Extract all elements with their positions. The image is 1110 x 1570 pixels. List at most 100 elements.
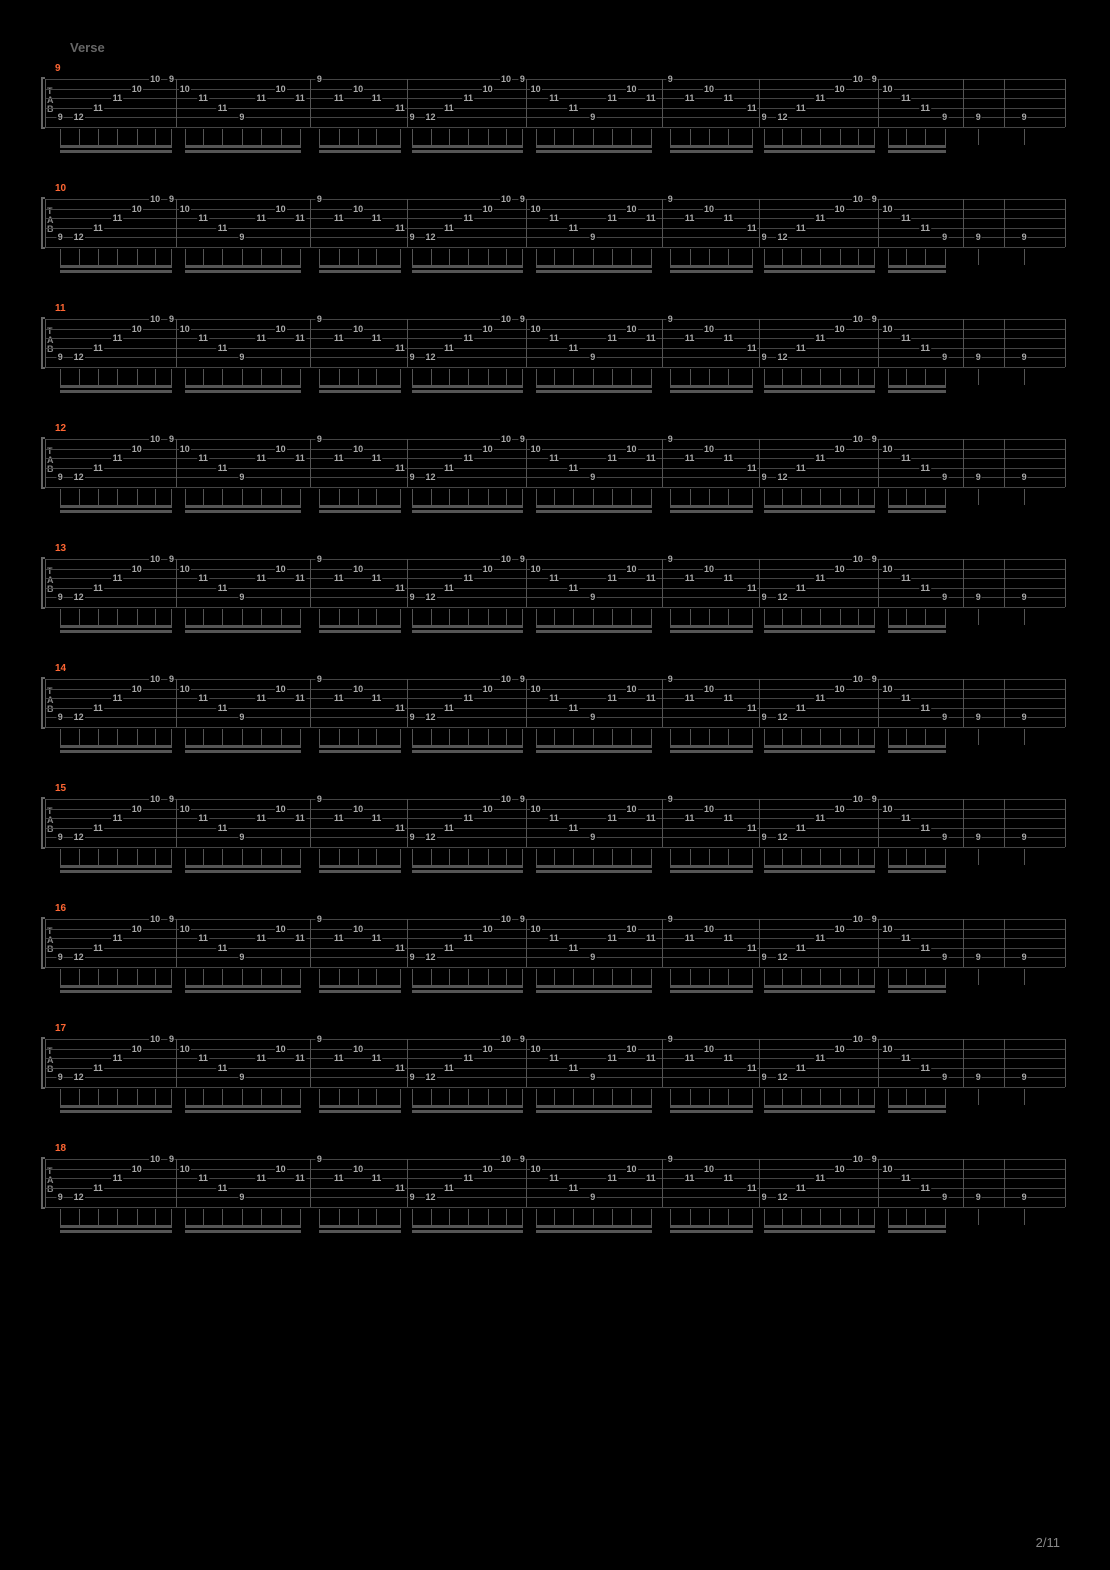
beam-line <box>536 990 652 993</box>
beam-line <box>670 1110 753 1113</box>
note-stem <box>431 1089 432 1105</box>
note-stem <box>488 609 489 625</box>
beam-line <box>319 985 401 988</box>
note-stem <box>171 609 172 625</box>
note-stem <box>631 969 632 985</box>
fret-number: 11 <box>684 214 696 223</box>
fret-number: 11 <box>112 334 124 343</box>
fret-number: 10 <box>530 1045 542 1054</box>
beam-group <box>185 969 300 991</box>
note-stem <box>319 1089 320 1105</box>
note-stem <box>906 249 907 265</box>
beam-group <box>1024 1209 1025 1231</box>
fret-number: 10 <box>149 1155 161 1164</box>
string-line <box>45 828 1065 829</box>
beam-group <box>670 609 752 631</box>
note-stem <box>945 969 946 985</box>
beam-line <box>536 145 652 148</box>
barline <box>45 319 46 367</box>
note-stem <box>554 969 555 985</box>
fret-number: 9 <box>57 473 64 482</box>
fret-number: 11 <box>333 694 345 703</box>
fret-number: 9 <box>941 1193 948 1202</box>
note-stem <box>978 969 979 985</box>
barline <box>963 199 964 247</box>
measure-number: 18 <box>55 1143 66 1154</box>
note-stem <box>874 129 875 145</box>
fret-number: 11 <box>92 224 104 233</box>
note-stem <box>840 489 841 505</box>
note-stem <box>60 609 61 625</box>
beam-group <box>536 969 651 991</box>
fret-number: 9 <box>941 233 948 242</box>
fret-number: 11 <box>795 1184 807 1193</box>
beam-line <box>185 985 301 988</box>
barline <box>1065 919 1066 967</box>
note-stem <box>906 129 907 145</box>
fret-number: 10 <box>530 925 542 934</box>
barline <box>1065 799 1066 847</box>
beam-group <box>412 129 522 151</box>
fret-number: 11 <box>814 1054 826 1063</box>
note-stem <box>376 129 377 145</box>
fret-number: 10 <box>352 205 364 214</box>
beam-line <box>60 145 172 148</box>
string-line <box>45 367 1065 368</box>
beam-line <box>412 1105 523 1108</box>
note-stem <box>820 1209 821 1225</box>
beam-group <box>60 729 171 751</box>
fret-number: 11 <box>746 344 758 353</box>
fret-number: 10 <box>500 1035 512 1044</box>
note-stem <box>117 129 118 145</box>
fret-number: 10 <box>131 1045 143 1054</box>
beam-line <box>412 630 523 633</box>
fret-number: 10 <box>352 805 364 814</box>
string-line <box>45 1169 1065 1170</box>
beam-group <box>978 1209 979 1231</box>
fret-number: 11 <box>371 214 383 223</box>
fret-number: 11 <box>746 1184 758 1193</box>
beam-line <box>319 1230 401 1233</box>
beam-line <box>412 265 523 268</box>
fret-number: 11 <box>112 814 124 823</box>
fret-number: 11 <box>463 934 475 943</box>
note-stem <box>203 609 204 625</box>
fret-number: 11 <box>112 214 124 223</box>
note-stem <box>888 249 889 265</box>
note-stem <box>945 489 946 505</box>
barline <box>662 319 663 367</box>
note-stem <box>670 969 671 985</box>
fret-number: 10 <box>352 1165 364 1174</box>
note-stem <box>412 249 413 265</box>
measure-number: 17 <box>55 1023 66 1034</box>
note-stem <box>612 129 613 145</box>
fret-number: 11 <box>333 1174 345 1183</box>
note-stem <box>155 1209 156 1225</box>
fret-number: 11 <box>919 104 931 113</box>
fret-number: 11 <box>112 574 124 583</box>
note-stem <box>858 609 859 625</box>
beam-line <box>888 150 946 153</box>
note-stem <box>358 489 359 505</box>
barline <box>878 919 879 967</box>
fret-number: 10 <box>131 325 143 334</box>
beam-group <box>1024 489 1025 511</box>
note-stem <box>782 609 783 625</box>
note-stem <box>631 129 632 145</box>
fret-number: 10 <box>482 205 494 214</box>
note-stem <box>888 849 889 865</box>
note-stem <box>1024 489 1025 505</box>
beam-line <box>888 145 946 148</box>
barline <box>176 439 177 487</box>
note-stem <box>925 1089 926 1105</box>
beam-line <box>764 265 875 268</box>
fret-number: 9 <box>667 435 674 444</box>
beam-line <box>60 630 172 633</box>
fret-number: 12 <box>73 1073 85 1082</box>
beam-line <box>670 630 753 633</box>
beam-group <box>764 849 874 871</box>
beam-group <box>670 249 752 271</box>
string-line <box>45 588 1065 589</box>
note-stem <box>98 969 99 985</box>
note-stem <box>185 1209 186 1225</box>
